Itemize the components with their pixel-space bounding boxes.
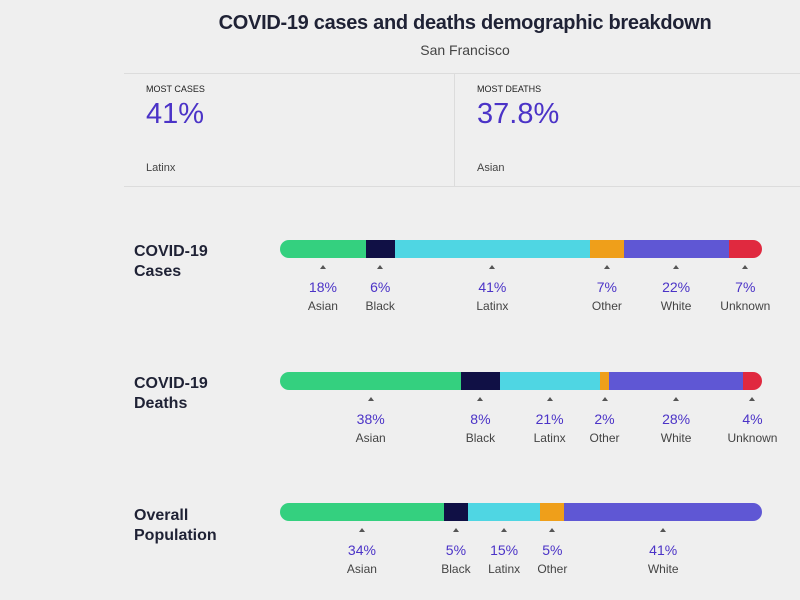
stat-group: Asian xyxy=(477,162,505,174)
value-label: 28% xyxy=(662,411,691,427)
pointer-icon xyxy=(749,397,756,401)
bar-segment-asian xyxy=(280,372,462,390)
stat-value: 37.8% xyxy=(477,98,560,130)
category-label: Black xyxy=(441,562,471,576)
stacked-bar xyxy=(280,240,762,258)
summary-stats: MOST CASES 41% Latinx MOST DEATHS 37.8% … xyxy=(124,73,800,187)
category-label: White xyxy=(660,299,692,313)
pointer-icon xyxy=(546,397,553,401)
value-label: 2% xyxy=(594,411,615,427)
chart-title: COVID-19 cases and deaths demographic br… xyxy=(218,12,712,34)
stat-group: Latinx xyxy=(146,162,176,174)
pointer-icon xyxy=(601,397,608,401)
bar-segment-black xyxy=(443,503,468,521)
bar-segment-black xyxy=(365,240,395,258)
bar-segment-black xyxy=(461,372,500,390)
stat-most-deaths: MOST DEATHS 37.8% Asian xyxy=(455,74,800,186)
pointer-icon xyxy=(673,265,680,269)
bar-segment-white xyxy=(609,372,743,390)
pointer-icon xyxy=(549,528,556,532)
bar-segment-other xyxy=(590,240,624,258)
category-label: Black xyxy=(465,431,496,445)
bar-segment-latinx xyxy=(394,240,591,258)
category-label: Other xyxy=(589,431,620,445)
pointer-icon xyxy=(489,265,496,269)
category-label: Asian xyxy=(355,431,386,445)
bar-segment-latinx xyxy=(467,503,541,521)
row-label-line: Overall xyxy=(134,507,189,524)
value-label: 7% xyxy=(596,279,618,295)
row-label-line: COVID-19 xyxy=(134,375,208,392)
pointer-icon xyxy=(452,528,459,532)
pointer-icon xyxy=(319,265,326,269)
row-label-line: Cases xyxy=(134,263,182,280)
chart-subtitle: San Francisco xyxy=(420,42,510,58)
category-label: Other xyxy=(537,562,568,576)
value-label: 41% xyxy=(649,542,678,558)
value-label: 6% xyxy=(370,279,391,295)
value-label: 41% xyxy=(478,279,507,295)
stat-most-cases: MOST CASES 41% Latinx xyxy=(124,74,455,186)
stat-label: MOST DEATHS xyxy=(477,84,542,94)
bar-segment-unknown xyxy=(728,240,762,258)
category-label: White xyxy=(660,431,692,445)
row-label: COVID-19 Deaths xyxy=(134,374,208,414)
value-label: 22% xyxy=(662,279,691,295)
category-label: White xyxy=(647,562,679,576)
value-label: 15% xyxy=(490,542,519,558)
row-label: COVID-19 Cases xyxy=(134,242,208,282)
pointer-icon xyxy=(660,528,667,532)
pointer-icon xyxy=(377,265,384,269)
bar-segment-other xyxy=(540,503,565,521)
value-label: 4% xyxy=(742,411,763,427)
bar-segment-unknown xyxy=(742,372,762,390)
category-label: Latinx xyxy=(476,299,509,313)
row-label-line: Population xyxy=(134,527,217,544)
category-label: Latinx xyxy=(488,562,521,576)
pointer-icon xyxy=(603,265,610,269)
value-label: 18% xyxy=(308,279,337,295)
category-label: Asian xyxy=(346,562,377,576)
bar-segment-white xyxy=(623,240,729,258)
category-label: Unknown xyxy=(720,299,771,313)
category-label: Other xyxy=(591,299,622,313)
pointer-icon xyxy=(742,265,749,269)
bar-segment-asian xyxy=(280,503,444,521)
row-label: Overall Population xyxy=(134,506,217,546)
value-label: 8% xyxy=(470,411,491,427)
pointer-icon xyxy=(358,528,365,532)
value-label: 21% xyxy=(535,411,564,427)
stacked-bar xyxy=(280,503,762,521)
stat-label: MOST CASES xyxy=(146,84,205,94)
category-label: Latinx xyxy=(533,431,566,445)
pointer-icon xyxy=(673,397,680,401)
stacked-bar xyxy=(280,372,762,390)
value-label: 38% xyxy=(356,411,385,427)
pointer-icon xyxy=(367,397,374,401)
row-label-line: Deaths xyxy=(134,395,188,412)
value-label: 34% xyxy=(347,542,376,558)
bar-segment-white xyxy=(564,503,762,521)
value-label: 5% xyxy=(542,542,563,558)
bar-segment-asian xyxy=(280,240,366,258)
bar-segment-latinx xyxy=(499,372,600,390)
stat-value: 41% xyxy=(146,98,205,130)
row-label-line: COVID-19 xyxy=(134,243,208,260)
category-label: Black xyxy=(365,299,395,313)
value-label: 5% xyxy=(445,542,467,558)
pointer-icon xyxy=(477,397,484,401)
category-label: Asian xyxy=(307,299,338,313)
pointer-icon xyxy=(501,528,508,532)
category-label: Unknown xyxy=(727,431,778,445)
value-label: 7% xyxy=(735,279,756,295)
bar-segment-other xyxy=(599,372,610,390)
